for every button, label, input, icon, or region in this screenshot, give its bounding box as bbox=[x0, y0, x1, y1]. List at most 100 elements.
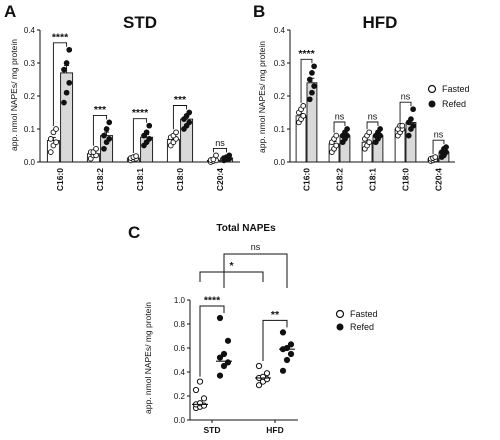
panel-a-point-fasted bbox=[93, 145, 99, 152]
panel-b-point-fasted bbox=[366, 129, 373, 136]
panel-a-sig-label: *** bbox=[94, 104, 107, 116]
panel-c-point-refed bbox=[216, 372, 224, 379]
panel-b-point-refed bbox=[408, 116, 414, 122]
panel-c-fasted-between-bracket bbox=[199, 271, 264, 282]
panel-a-point-fasted bbox=[133, 153, 139, 159]
panel-c-point-fasted bbox=[196, 400, 204, 407]
panel-b-point-fasted bbox=[399, 122, 406, 129]
panel-c-point-refed bbox=[220, 362, 228, 370]
panel-c-point-refed bbox=[283, 356, 291, 364]
panel-c-y-tick-label: 0.4 bbox=[174, 368, 186, 377]
panel-b-point-refed bbox=[306, 76, 313, 83]
panel-a-point-fasted bbox=[47, 149, 54, 155]
panel-a-y-tick-label: 0.1 bbox=[24, 125, 36, 134]
panel-a-point-refed bbox=[63, 60, 70, 66]
panel-b-sig-label: **** bbox=[298, 48, 315, 60]
legend-bottom: Fasted Refed bbox=[335, 309, 378, 332]
panel-c-point-refed bbox=[287, 341, 295, 348]
panel-c-x-tick-label: HFD bbox=[266, 425, 283, 435]
panel-c-letter: C bbox=[128, 223, 140, 242]
panel-c-refed-between-label: ns bbox=[251, 242, 261, 252]
panel-a-sig-label: ns bbox=[215, 138, 225, 148]
panel-a-point-fasted bbox=[213, 152, 219, 159]
panel-b-point-refed bbox=[309, 70, 315, 76]
panel-a-point-refed bbox=[106, 136, 113, 142]
panel-a-y-tick-label: 0.3 bbox=[24, 59, 36, 68]
panel-a-point-refed bbox=[61, 66, 67, 73]
panel-a-y-tick-label: 0.2 bbox=[24, 92, 36, 101]
panel-c-y-tick-label: 0.8 bbox=[174, 320, 186, 329]
panel-c-point-refed bbox=[287, 350, 295, 358]
panel-b-point-refed bbox=[410, 106, 416, 113]
panel-b-sig-bracket bbox=[432, 139, 445, 155]
panel-b-point-refed bbox=[410, 122, 416, 129]
panel-a-x-tick-label: C18:1 bbox=[135, 168, 145, 191]
panel-b-x-tick-label: C20:4 bbox=[434, 168, 444, 191]
legend-top-refed-marker bbox=[428, 100, 436, 108]
panel-b-point-fasted bbox=[432, 154, 439, 160]
panel-c-fasted-between-label: * bbox=[229, 260, 234, 272]
panel-a-y-tick-label: 0.0 bbox=[24, 158, 36, 167]
panel-a-sig-bracket bbox=[172, 105, 188, 130]
panel-c-y-tick-label: 0.2 bbox=[174, 392, 186, 401]
panel-a-point-fasted bbox=[173, 129, 179, 136]
panel-c-sig-label: **** bbox=[204, 295, 221, 307]
panel-a-point-refed bbox=[146, 136, 153, 142]
panel-a-point-refed bbox=[186, 119, 193, 126]
panel-c-title: Total NAPEs bbox=[216, 223, 276, 234]
panel-a-point-refed bbox=[63, 89, 70, 96]
panel-a-y-tick-label: 0.4 bbox=[24, 26, 36, 35]
panel-b-x-tick-label: C16:0 bbox=[302, 168, 312, 191]
panel-b-point-refed bbox=[306, 96, 313, 103]
panel-c-point-refed bbox=[216, 314, 224, 322]
panel-a: A STD app. nmol NAPEs/ mg protein 0.0 0.1… bbox=[4, 2, 240, 191]
panel-a-point-refed bbox=[103, 126, 110, 132]
panel-b-y-tick-label: 0.2 bbox=[274, 92, 286, 101]
panel-b-sig-label: ns bbox=[434, 130, 444, 140]
panel-c-point-refed bbox=[224, 337, 232, 344]
panel-b-sig-bracket bbox=[333, 121, 346, 133]
panel-b-point-fasted bbox=[300, 103, 307, 109]
panel-b-x-tick-label: C18:0 bbox=[401, 168, 411, 191]
panel-c-point-refed bbox=[279, 367, 287, 374]
panel-b-point-refed bbox=[311, 63, 317, 70]
legend-top: Fasted Refed bbox=[427, 84, 470, 109]
panel-c-point-refed bbox=[216, 354, 224, 361]
panel-c-point-fasted bbox=[200, 395, 208, 402]
panel-b-y-tick-label: 0.1 bbox=[274, 125, 286, 134]
panel-a-x-tick-label: C18:2 bbox=[95, 168, 105, 191]
panel-b-point-refed bbox=[377, 126, 383, 132]
panel-a-x-tick-label: C20:4 bbox=[215, 168, 225, 191]
panel-a-sig-bracket bbox=[92, 114, 108, 146]
panel-c-y-axis-label: app. nmol NAPEs/ mg protein bbox=[143, 302, 153, 414]
panel-b-point-fasted bbox=[300, 112, 307, 119]
panel-a-sig-label: **** bbox=[52, 31, 69, 43]
panel-a-plot: 0.0 0.1 0.2 0.3 0.4 **** C16:0 *** C18:2 **** C18:… bbox=[24, 26, 240, 191]
panel-b-y-tick-label: 0.3 bbox=[274, 59, 286, 68]
panel-b-point-refed bbox=[443, 144, 449, 151]
panel-c-point-refed bbox=[224, 359, 232, 366]
panel-c-y-tick-label: 1.0 bbox=[174, 296, 186, 305]
panel-a-sig-bracket bbox=[212, 147, 228, 153]
panel-c: C Total NAPEs app. nmol NAPEs/ mg protei… bbox=[128, 223, 298, 435]
panel-b-sig-label: ns bbox=[401, 92, 411, 102]
panel-a-x-tick-label: C18:0 bbox=[175, 168, 185, 191]
panel-b-plot: 0.0 0.1 0.2 0.3 0.4 **** C16:0 ns C18:2 ns C18:1 ns… bbox=[274, 26, 455, 191]
legend-bottom-fasted-label: Fasted bbox=[350, 309, 378, 319]
panel-b-y-tick-label: 0.0 bbox=[274, 158, 286, 167]
panel-b-sig-label: ns bbox=[368, 112, 378, 122]
panel-a-sig-label: *** bbox=[174, 94, 187, 106]
panel-a-sig-bracket bbox=[52, 42, 68, 126]
panel-a-sig-bracket bbox=[132, 118, 148, 154]
panel-a-point-fasted bbox=[53, 139, 59, 146]
panel-b-sig-bracket bbox=[399, 101, 412, 123]
panel-b-sig-bracket bbox=[366, 121, 379, 130]
panel-a-point-fasted bbox=[47, 136, 54, 142]
panel-b-point-refed bbox=[405, 132, 412, 139]
panel-b-y-axis-label: app. nmol NAPEs/ mg protein bbox=[257, 41, 267, 153]
panel-c-point-refed bbox=[220, 350, 228, 358]
panel-b: B HFD app. nmol NAPEs/ mg protein 0.0 0.1… bbox=[253, 2, 455, 191]
panel-c-refed-between-bracket bbox=[223, 253, 288, 288]
